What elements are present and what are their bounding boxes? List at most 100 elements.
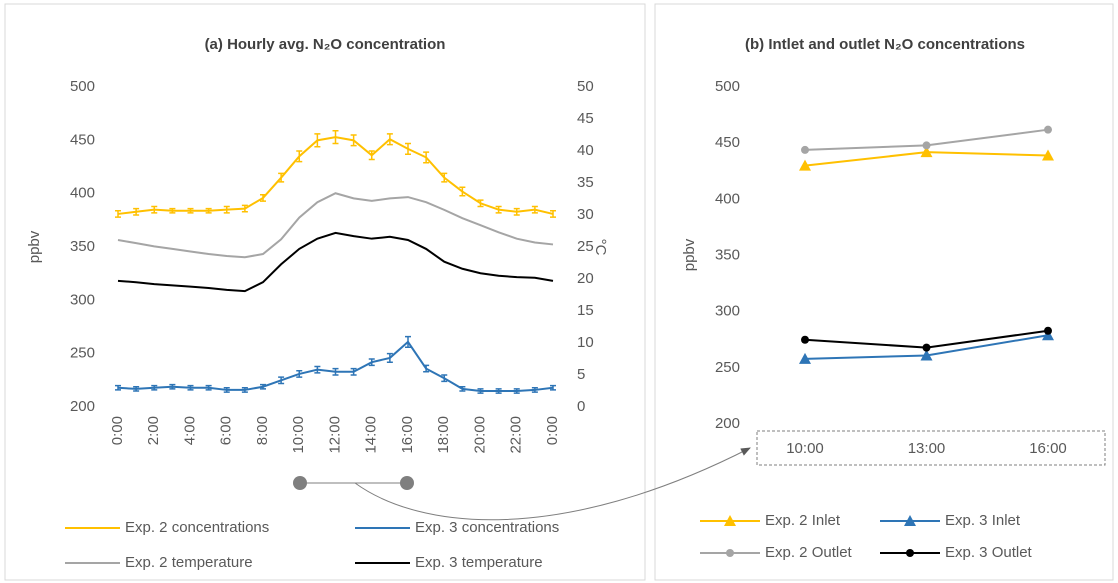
x-tick-label: 20:00 <box>471 416 488 454</box>
point <box>1042 149 1054 161</box>
legend-label: Exp. 2 Inlet <box>765 512 841 529</box>
error-bar <box>314 365 321 374</box>
chart-title: (b) Intlet and outlet N₂O concentrations <box>745 36 1025 53</box>
y-axis-label: ppbv <box>26 230 43 263</box>
range-handle <box>400 476 414 490</box>
x-tick-label: 16:00 <box>1029 440 1067 457</box>
y-tick-label: 500 <box>715 78 740 95</box>
legend-label: Exp. 3 Inlet <box>945 512 1021 529</box>
y-tick-label: 500 <box>70 78 95 95</box>
legend-label: Exp. 3 concentrations <box>415 519 559 536</box>
point <box>801 145 809 154</box>
y2-tick-label: 35 <box>577 174 594 191</box>
legend-label: Exp. 2 Outlet <box>765 544 853 561</box>
x-tick-label: 16:00 <box>399 416 416 454</box>
x-tick-label: 10:00 <box>290 416 307 454</box>
y-tick-label: 400 <box>70 185 95 202</box>
y-tick-label: 450 <box>70 131 95 148</box>
error-bar <box>423 364 430 373</box>
y-tick-label: 350 <box>70 238 95 255</box>
point <box>799 352 811 364</box>
error-bar <box>350 367 357 376</box>
legend-label: Exp. 2 concentrations <box>125 519 269 536</box>
legend-label: Exp. 3 temperature <box>415 554 543 571</box>
y2-tick-label: 30 <box>577 206 594 223</box>
y-tick-label: 250 <box>70 345 95 362</box>
range-handle <box>293 476 307 490</box>
x-tick-label: 2:00 <box>145 416 162 445</box>
error-bar <box>531 205 538 214</box>
error-bar <box>205 207 212 214</box>
error-bar <box>550 384 556 391</box>
x-tick-label: 8:00 <box>254 416 271 445</box>
x-tick-label: 13:00 <box>908 440 946 457</box>
series-line <box>117 231 554 293</box>
point <box>920 146 933 158</box>
error-bar <box>550 209 556 218</box>
x-tick-label: 12:00 <box>326 416 343 454</box>
error-bar <box>133 207 140 216</box>
y2-tick-label: 20 <box>577 270 594 287</box>
y2-tick-label: 50 <box>577 78 594 95</box>
legend-marker <box>726 549 734 557</box>
legend-label: Exp. 3 Outlet <box>945 544 1033 561</box>
error-bar <box>477 199 484 208</box>
error-bar <box>477 388 484 394</box>
zoom-box <box>756 430 1106 466</box>
x-tick-label: 6:00 <box>218 416 235 445</box>
error-bar <box>368 150 375 161</box>
x-tick-label: 0:00 <box>544 416 561 445</box>
y-tick-label: 400 <box>715 190 740 207</box>
series-line <box>117 340 554 392</box>
point <box>801 335 809 344</box>
error-bar <box>513 388 520 394</box>
error-bar <box>459 385 466 392</box>
y-tick-label: 200 <box>715 415 740 432</box>
error-bar <box>115 209 121 218</box>
error-bar <box>423 151 430 164</box>
error-bar <box>314 133 321 148</box>
error-bar <box>332 129 339 145</box>
series-line <box>117 136 554 215</box>
point <box>922 343 931 352</box>
error-bar <box>531 387 538 393</box>
error-bar <box>151 384 158 391</box>
panel-a-frame <box>4 3 646 581</box>
error-bar <box>405 142 411 155</box>
legend-label: Exp. 2 temperature <box>125 554 253 571</box>
series-line <box>117 192 554 259</box>
error-bar <box>241 204 248 213</box>
point <box>1044 326 1052 335</box>
y-tick-label: 300 <box>70 291 95 308</box>
y-tick-label: 350 <box>715 246 740 263</box>
error-bar <box>386 133 393 146</box>
y2-tick-label: 10 <box>577 334 594 351</box>
x-tick-label: 22:00 <box>508 416 525 454</box>
x-tick-label: 14:00 <box>363 416 380 454</box>
error-bar <box>459 186 466 197</box>
y-tick-label: 300 <box>715 303 740 320</box>
error-bar <box>350 134 357 147</box>
y2-axis-label: °C <box>592 239 609 256</box>
chart-title: (a) Hourly avg. N₂O concentration <box>205 36 446 53</box>
panel-b-frame <box>654 3 1114 581</box>
y-tick-label: 200 <box>70 398 95 415</box>
y-axis-label: ppbv <box>681 238 698 271</box>
y-tick-label: 450 <box>715 134 740 151</box>
error-bar <box>205 384 212 391</box>
error-bar <box>296 369 303 378</box>
error-bar <box>495 388 502 394</box>
error-bar <box>187 207 194 214</box>
y2-tick-label: 40 <box>577 142 594 159</box>
y2-tick-label: 25 <box>577 238 594 255</box>
error-bar <box>260 383 266 390</box>
error-bar <box>241 387 248 393</box>
error-bar <box>296 150 303 163</box>
error-bar <box>441 374 448 383</box>
legend-marker <box>724 515 736 526</box>
y2-tick-label: 5 <box>577 366 585 383</box>
y2-tick-label: 15 <box>577 302 594 319</box>
y2-tick-label: 45 <box>577 110 594 127</box>
error-bar <box>115 384 121 391</box>
